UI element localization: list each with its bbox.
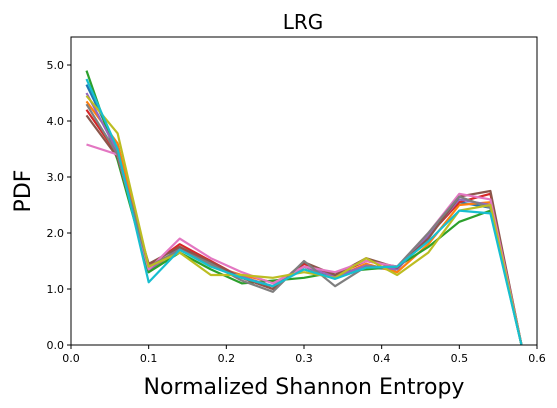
- x-tick-label-6: 0.6: [528, 352, 546, 365]
- x-tick-label-2: 0.2: [218, 352, 236, 365]
- x-tick-label-1: 0.1: [140, 352, 158, 365]
- y-tick-label-4: 4.0: [47, 115, 65, 128]
- series-line-6: [85, 114, 523, 346]
- ticks-layer: 0.0 0.1 0.2 0.3 0.4 0.5 0.6 0.0 1.0 2.0 3.0 4.0 5.0: [47, 59, 546, 365]
- y-axis-title: PDF: [11, 170, 36, 213]
- series-line-5: [85, 92, 523, 346]
- x-tick-label-4: 0.4: [373, 352, 391, 365]
- x-axis-title: Normalized Shannon Entropy: [144, 375, 465, 400]
- x-tick-label-3: 0.3: [295, 352, 313, 365]
- x-tick-label-5: 0.5: [451, 352, 469, 365]
- series-line-7: [86, 143, 523, 346]
- y-tick-label-5: 5.0: [47, 59, 65, 72]
- series-line-4: [85, 109, 523, 346]
- y-tick-label-0: 0.0: [47, 339, 65, 352]
- series-line-9: [85, 95, 523, 346]
- y-tick-label-3: 3.0: [47, 171, 65, 184]
- series-line-3: [85, 70, 523, 346]
- x-tick-label-0: 0.0: [62, 352, 80, 365]
- y-tick-label-1: 1.0: [47, 283, 65, 296]
- series-line-10: [85, 78, 523, 346]
- series-layer: [85, 70, 523, 346]
- y-tick-label-2: 2.0: [47, 227, 65, 240]
- plot-frame: [70, 36, 538, 346]
- chart-title: LRG: [283, 10, 324, 34]
